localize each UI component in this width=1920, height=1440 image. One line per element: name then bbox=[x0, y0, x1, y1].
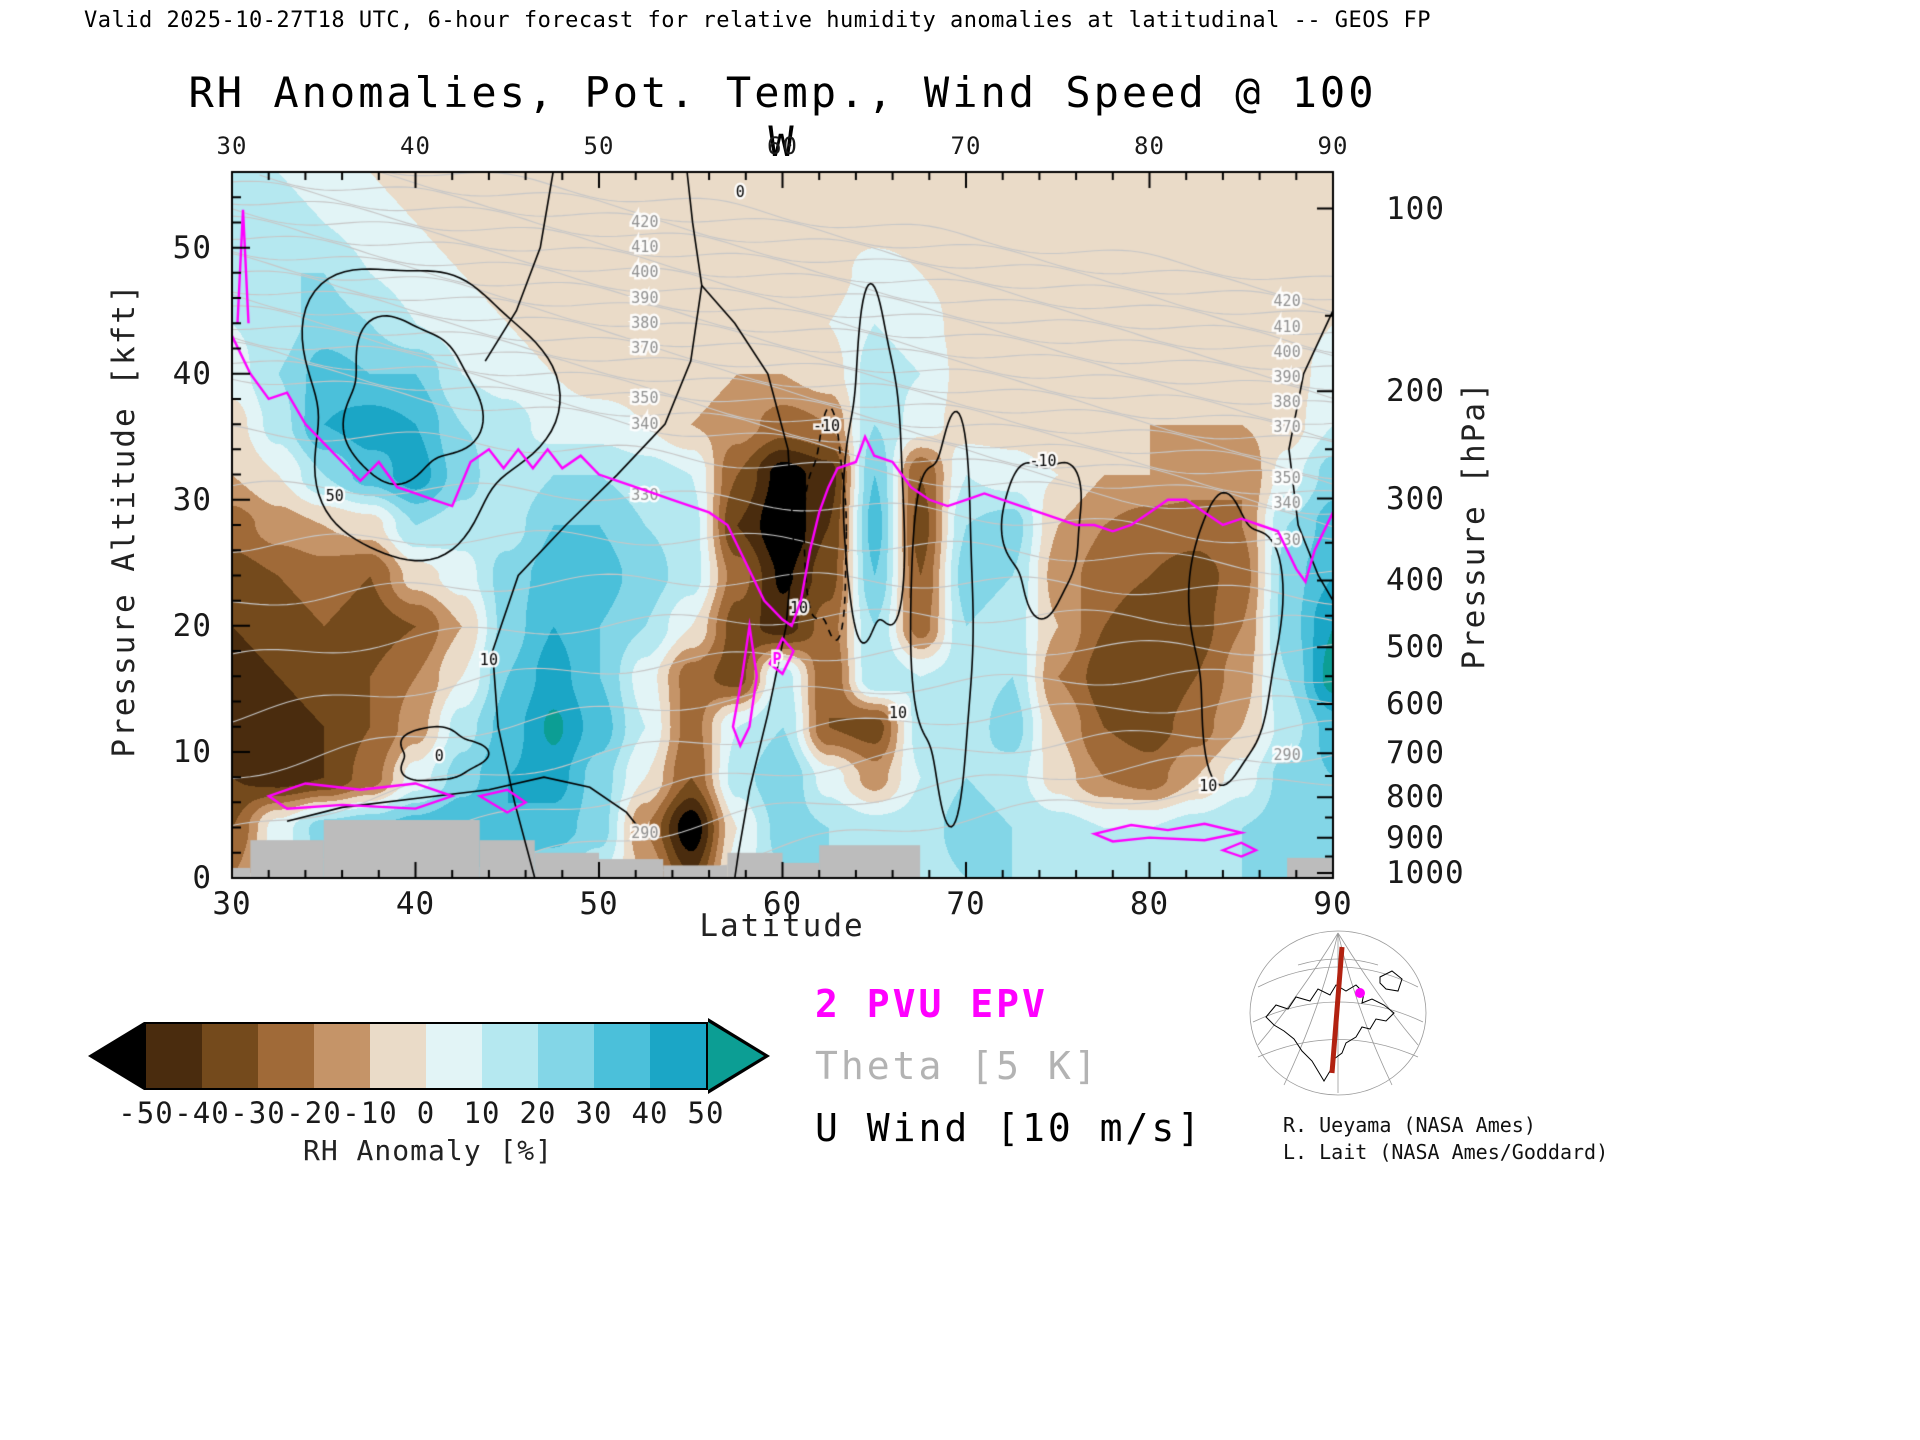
x-tick-label: 80 bbox=[1129, 886, 1170, 922]
colorbar-bin bbox=[370, 1024, 426, 1088]
colorbar-bins bbox=[144, 1022, 708, 1090]
y-right-tick-label: 900 bbox=[1386, 819, 1445, 856]
colorbar-bin bbox=[538, 1024, 594, 1088]
x-tick-label: 30 bbox=[212, 886, 252, 922]
y-left-tick-label: 20 bbox=[172, 607, 212, 644]
y-right-tick-label: 700 bbox=[1386, 735, 1445, 772]
colorbar-bin bbox=[314, 1024, 370, 1088]
x-top-tick-label: 80 bbox=[1134, 132, 1165, 160]
y-right-tick-label: 500 bbox=[1386, 629, 1445, 666]
inset-map bbox=[1249, 930, 1427, 1096]
legend-item-epv: 2 PVU EPV bbox=[815, 982, 1048, 1026]
y-right-tick-label: 100 bbox=[1386, 190, 1445, 227]
colorbar-tick-label: 50 bbox=[687, 1096, 725, 1130]
x-top-tick-label: 50 bbox=[583, 132, 615, 160]
legend-item-uwind: U Wind [10 m/s] bbox=[815, 1106, 1204, 1150]
x-top-tick-label: 60 bbox=[767, 132, 798, 160]
x-tick-label: 50 bbox=[579, 886, 619, 922]
colorbar-tick-label: 20 bbox=[519, 1096, 557, 1130]
colorbar-bin bbox=[258, 1024, 314, 1088]
colorbar-tick-label: 30 bbox=[575, 1096, 613, 1130]
credit-line-1: R. Ueyama (NASA Ames) bbox=[1283, 1113, 1536, 1137]
y-right-tick-label: 1000 bbox=[1386, 854, 1465, 891]
y-left-tick-label: 30 bbox=[172, 481, 212, 518]
y-left-tick-label: 50 bbox=[172, 229, 212, 266]
colorbar-bin bbox=[482, 1024, 538, 1088]
colorbar-under-arrow bbox=[88, 1022, 144, 1090]
y-right-tick-label: 200 bbox=[1386, 373, 1445, 410]
colorbar-tick-label: 40 bbox=[631, 1096, 669, 1130]
x-top-tick-label: 30 bbox=[216, 132, 248, 160]
colorbar-bin bbox=[650, 1024, 706, 1088]
y-right-tick-label: 300 bbox=[1386, 480, 1445, 517]
x-top-tick-label: 40 bbox=[400, 132, 431, 160]
x-top-tick-label: 70 bbox=[950, 132, 982, 160]
colorbar-tick-label: -20 bbox=[286, 1096, 342, 1130]
inset-coastlines bbox=[1265, 970, 1403, 1082]
y-right-tick-label: 600 bbox=[1386, 686, 1445, 723]
credit-line-2: L. Lait (NASA Ames/Goddard) bbox=[1283, 1140, 1609, 1164]
colorbar-over-arrow bbox=[708, 1022, 764, 1090]
y-left-tick-label: 40 bbox=[172, 355, 212, 392]
colorbar-bin bbox=[146, 1024, 202, 1088]
y-left-tick-label: 10 bbox=[172, 733, 212, 770]
x-top-tick-label: 90 bbox=[1317, 132, 1349, 160]
contour-legend: 2 PVU EPV Theta [5 K] U Wind [10 m/s] bbox=[815, 982, 1203, 1168]
colorbar-tick-label: 10 bbox=[463, 1096, 501, 1130]
x-tick-label: 40 bbox=[395, 886, 436, 922]
y-right-axis-title: Pressure [hPa] bbox=[1456, 380, 1492, 670]
colorbar-tick-label: -30 bbox=[230, 1096, 286, 1130]
x-tick-label: 70 bbox=[946, 886, 986, 922]
colorbar: -50 -40 -30 -20 -10 0 10 20 30 40 50 RH Anomaly [%… bbox=[88, 1018, 770, 1172]
colorbar-tick-label: -50 bbox=[118, 1096, 174, 1130]
station-dot bbox=[1355, 988, 1365, 998]
colorbar-tick-label: 0 bbox=[416, 1096, 436, 1130]
colorbar-bin bbox=[594, 1024, 650, 1088]
colorbar-bin bbox=[426, 1024, 482, 1088]
x-tick-label: 60 bbox=[762, 886, 803, 922]
colorbar-tick-label: -40 bbox=[174, 1096, 230, 1130]
x-axis-title: Latitude bbox=[699, 908, 865, 944]
y-left-tick-label: 0 bbox=[192, 860, 212, 896]
credits: R. Ueyama (NASA Ames) L. Lait (NASA Ames… bbox=[1283, 1112, 1608, 1166]
transect-line bbox=[1329, 946, 1345, 1074]
colorbar-tick-label: -10 bbox=[342, 1096, 398, 1130]
legend-item-theta: Theta [5 K] bbox=[815, 1044, 1100, 1088]
colorbar-bin bbox=[202, 1024, 258, 1088]
x-tick-label: 90 bbox=[1313, 886, 1353, 922]
colorbar-caption: RH Anomaly [%] bbox=[302, 1134, 553, 1167]
y-left-axis-title: Pressure Altitude [kft] bbox=[106, 282, 142, 758]
y-right-tick-label: 400 bbox=[1386, 562, 1445, 599]
y-right-tick-label: 800 bbox=[1386, 779, 1445, 816]
